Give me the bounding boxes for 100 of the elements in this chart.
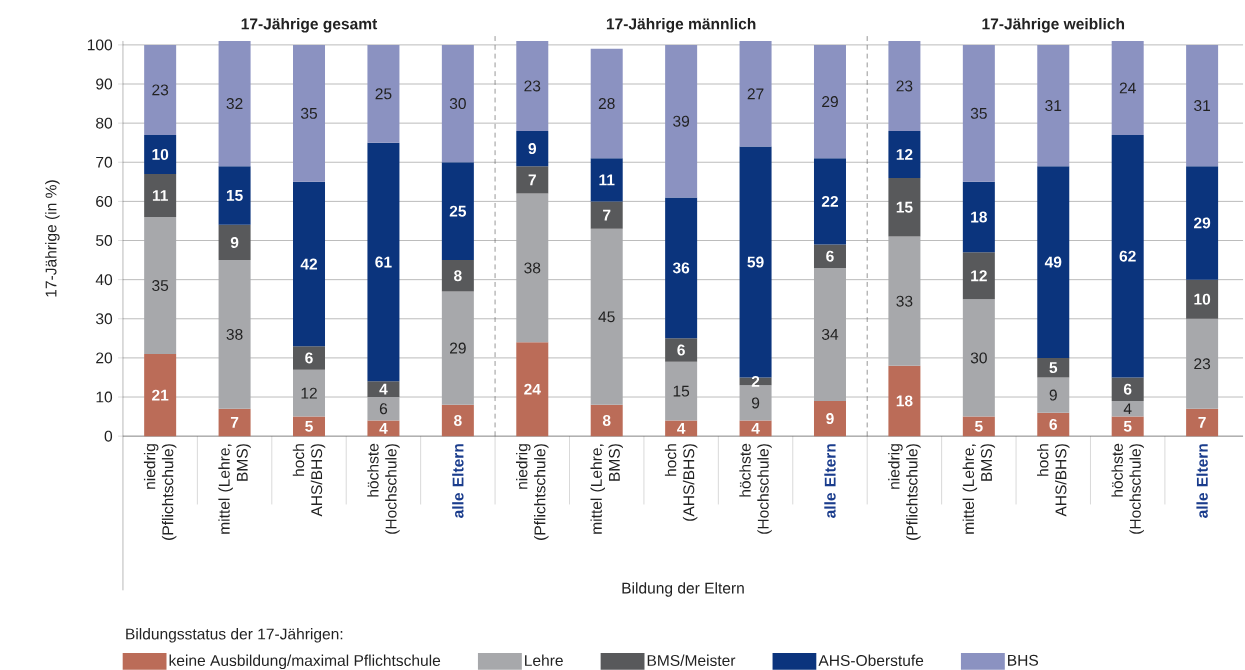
data-label: 11 [599, 174, 615, 186]
bar [367, 381, 400, 397]
data-label: 27 [747, 88, 764, 100]
data-label: 23 [524, 80, 541, 92]
bar [739, 385, 772, 421]
bar [665, 361, 698, 421]
bar [367, 420, 400, 437]
legend-label: Lehre [525, 654, 563, 666]
data-label: 33 [896, 295, 913, 307]
bar [218, 40, 251, 167]
bar [962, 416, 995, 437]
y-tick-label: 60 [96, 195, 113, 207]
bar [813, 267, 846, 401]
bar [665, 338, 698, 362]
x-tick-label: höchste (Hochschule) [367, 443, 400, 534]
x-tick-label: hoch AHS/BHS) [292, 444, 326, 517]
text: 17-Jährige gesamt [241, 17, 378, 33]
data-label: 2 [751, 375, 760, 387]
data-label: 6 [379, 403, 388, 415]
data-label: 4 [379, 422, 388, 434]
data-label: 10 [1194, 293, 1211, 305]
bar [367, 44, 400, 143]
data-label: 10 [152, 148, 169, 160]
data-label: 28 [598, 97, 615, 109]
data-label: 9 [1049, 389, 1057, 401]
x-tick-label: alle Eltern [824, 444, 836, 518]
bar [1111, 416, 1144, 437]
bar [516, 40, 549, 131]
data-label: 4 [379, 383, 388, 395]
bar [516, 342, 549, 437]
data-label: 6 [826, 250, 834, 262]
bar [1111, 40, 1144, 135]
bar [813, 158, 846, 245]
data-label: 38 [226, 328, 243, 340]
data-label: 9 [528, 142, 537, 154]
data-label: 7 [528, 174, 536, 186]
bar [1037, 44, 1070, 167]
data-label: 6 [677, 344, 685, 356]
x-tick-label: mittel (Lehre, BMS) [590, 444, 623, 534]
legend-label: AHS-Oberstufe [818, 654, 924, 666]
bar [813, 244, 846, 268]
legend-label: BHS [1008, 654, 1039, 666]
x-tick-label: hoch (AHS/BHS) [664, 444, 698, 521]
data-label: 18 [896, 395, 913, 407]
x-tick-label: mittel (Lehre, BMS) [218, 444, 251, 534]
x-tick-label: hoch AHS/BHS) [1037, 444, 1070, 517]
bar [962, 44, 995, 182]
y-tick-label: 20 [96, 352, 113, 364]
bar [441, 44, 474, 163]
bar [218, 259, 251, 409]
bar [1186, 318, 1219, 409]
bar [1037, 166, 1070, 358]
data-label: 18 [971, 211, 988, 223]
bar [1037, 377, 1070, 413]
y-tick-label: 70 [96, 156, 113, 168]
bar [888, 236, 921, 366]
data-label: 24 [1119, 82, 1136, 94]
data-label: 45 [598, 311, 615, 323]
data-label: 29 [1194, 217, 1211, 229]
bar [665, 44, 698, 198]
data-label: 29 [822, 95, 838, 107]
data-label: 59 [747, 256, 764, 268]
bar [888, 177, 921, 237]
data-label: 23 [896, 80, 913, 92]
data-label: 8 [454, 270, 462, 282]
data-label: 62 [1119, 250, 1136, 262]
bar [665, 420, 698, 437]
bar [590, 201, 623, 229]
data-label: 30 [449, 97, 466, 109]
data-label: 15 [896, 201, 913, 213]
y-tick-label: 100 [87, 39, 113, 51]
data-label: 31 [1045, 99, 1062, 111]
data-label: 15 [226, 189, 243, 201]
bar [1037, 412, 1070, 437]
data-label: 12 [896, 148, 913, 160]
bar [293, 181, 326, 347]
data-label: 39 [673, 115, 690, 127]
x-tick-label: höchste (Hochschule) [1111, 443, 1144, 534]
bar [293, 346, 326, 370]
bar [1111, 377, 1144, 401]
data-label: 23 [1194, 358, 1211, 370]
bar [813, 44, 846, 159]
data-label: 11 [152, 190, 168, 201]
x-tick-label: niedrig (Pflichtschule) [516, 444, 549, 540]
data-label: 25 [375, 88, 392, 100]
bar [590, 404, 623, 437]
data-label: 29 [449, 342, 466, 354]
data-label: 35 [970, 107, 987, 119]
data-label: 38 [524, 262, 541, 274]
bar [144, 44, 177, 135]
data-label: 61 [375, 256, 392, 268]
bar [218, 166, 251, 225]
bar [888, 365, 921, 437]
text: 17-Jährige weiblich [982, 17, 1125, 33]
x-tick-label: niedrig (Pflichtschule) [143, 444, 177, 540]
data-label: 49 [1044, 256, 1062, 268]
x-tick-label: höchste (Hochschule) [739, 443, 772, 534]
legend-label: keine Ausbildung/maximal Pflichtschule [169, 654, 441, 669]
bar [590, 48, 623, 159]
data-label: 8 [602, 414, 611, 426]
